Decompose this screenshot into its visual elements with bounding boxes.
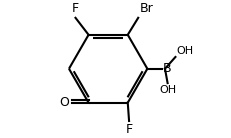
Text: O: O (60, 96, 69, 109)
Text: F: F (125, 123, 132, 136)
Text: F: F (72, 2, 79, 15)
Text: OH: OH (175, 46, 192, 56)
Text: Br: Br (139, 2, 153, 15)
Text: OH: OH (158, 85, 175, 95)
Text: B: B (162, 62, 170, 75)
